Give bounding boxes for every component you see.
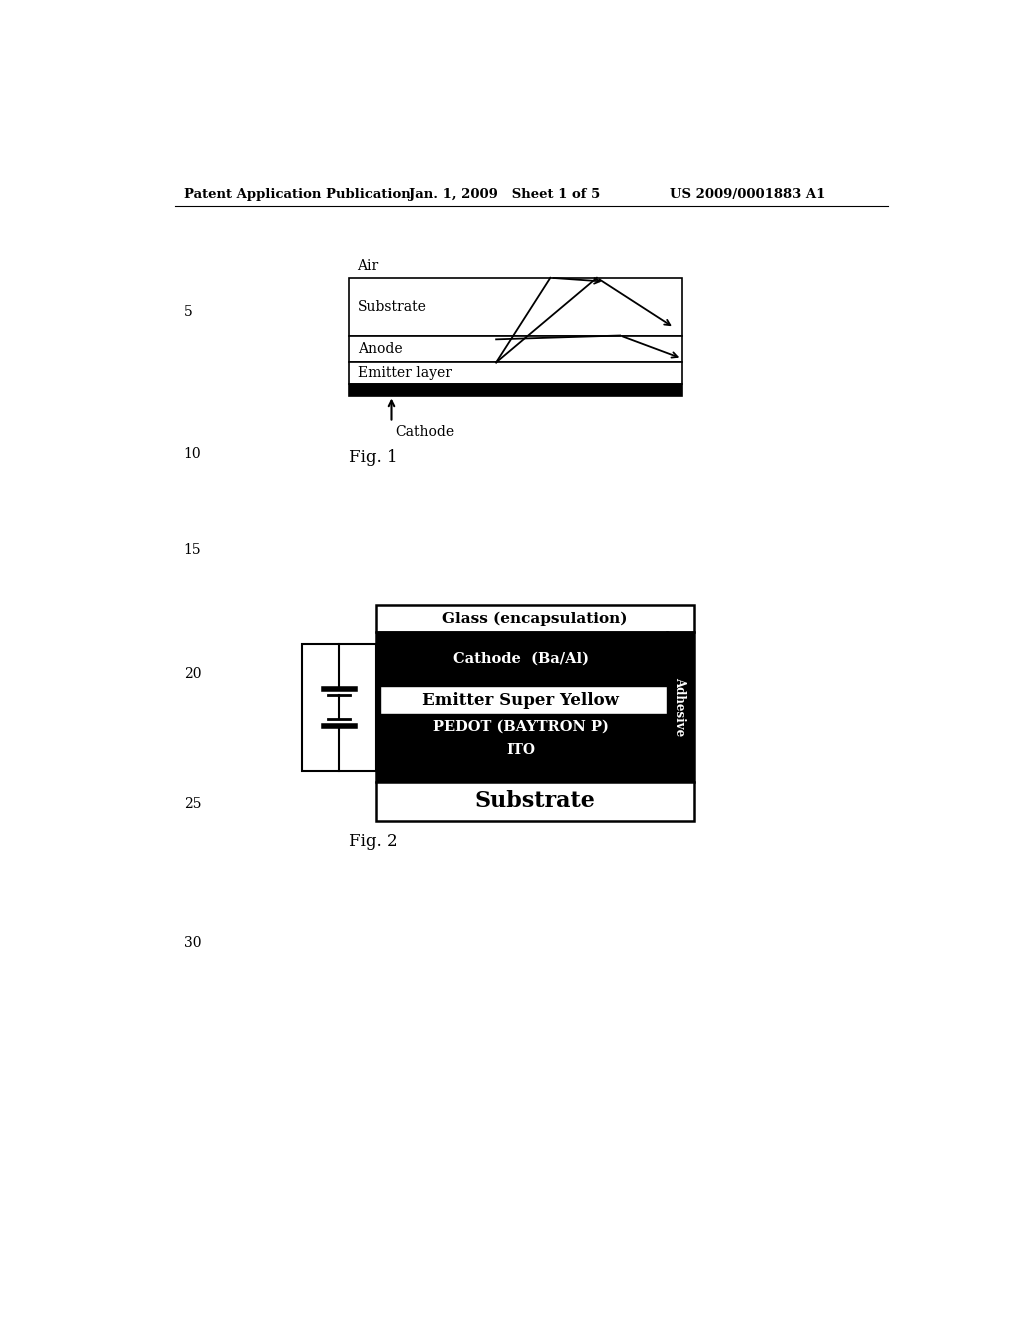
Text: 15: 15 — [183, 544, 202, 557]
Bar — [667, 632, 693, 781]
Text: US 2009/0001883 A1: US 2009/0001883 A1 — [671, 187, 826, 201]
Text: Emitter Super Yellow: Emitter Super Yellow — [423, 692, 620, 709]
Bar — [349, 363, 682, 384]
Text: Anode: Anode — [358, 342, 402, 356]
Text: Adhesive: Adhesive — [674, 677, 686, 737]
Text: 25: 25 — [183, 797, 202, 812]
Bar — [349, 384, 682, 396]
Text: Substrate: Substrate — [358, 300, 427, 314]
Text: Substrate: Substrate — [474, 791, 595, 812]
Text: 10: 10 — [183, 447, 202, 461]
Text: Glass (encapsulation): Glass (encapsulation) — [442, 611, 628, 626]
Text: Fig. 2: Fig. 2 — [349, 833, 397, 850]
Text: Fig. 1: Fig. 1 — [349, 449, 397, 466]
Text: Cathode: Cathode — [395, 425, 455, 438]
Text: PEDOT (BAYTRON P): PEDOT (BAYTRON P) — [433, 719, 609, 734]
Bar — [376, 605, 693, 632]
Text: Patent Application Publication: Patent Application Publication — [183, 187, 411, 201]
Bar — [302, 644, 376, 771]
Text: 30: 30 — [183, 936, 202, 950]
Bar — [376, 632, 667, 781]
Text: Emitter layer: Emitter layer — [358, 366, 453, 380]
Text: Jan. 1, 2009   Sheet 1 of 5: Jan. 1, 2009 Sheet 1 of 5 — [409, 187, 600, 201]
Text: Cathode  (Ba/Al): Cathode (Ba/Al) — [453, 652, 589, 665]
Text: 5: 5 — [183, 305, 193, 318]
Text: 20: 20 — [183, 667, 202, 681]
Bar — [349, 277, 682, 335]
Text: Air: Air — [356, 259, 378, 272]
Bar — [380, 686, 667, 714]
Bar — [349, 335, 682, 363]
Bar — [376, 781, 693, 821]
Text: ITO: ITO — [507, 743, 536, 756]
